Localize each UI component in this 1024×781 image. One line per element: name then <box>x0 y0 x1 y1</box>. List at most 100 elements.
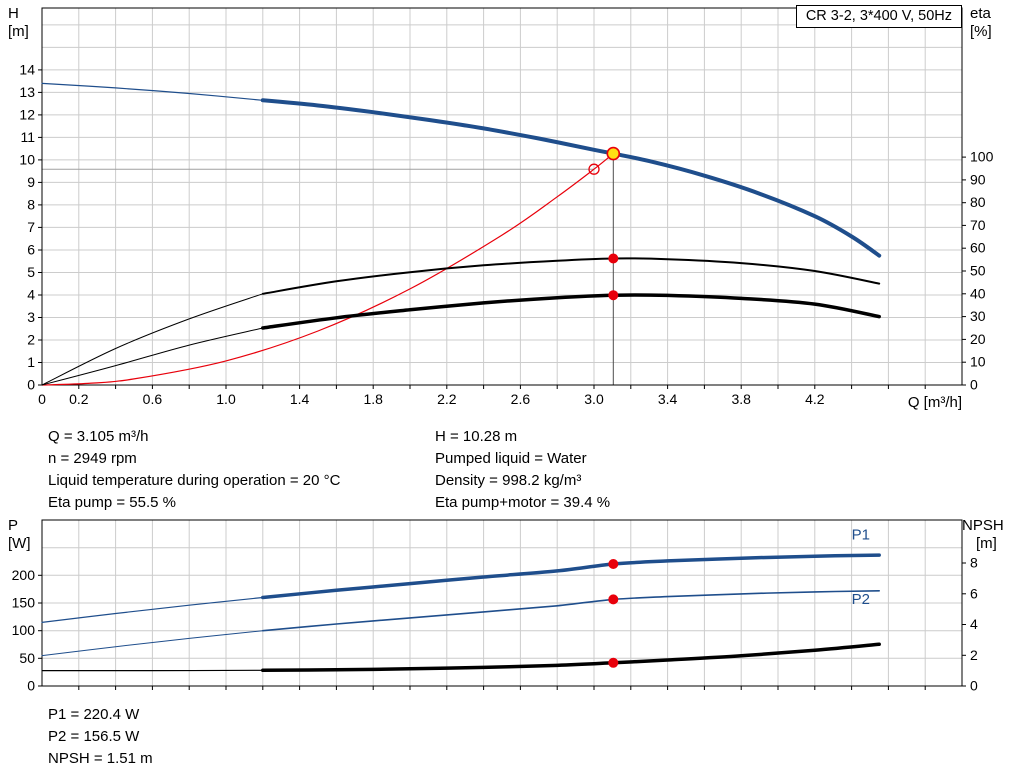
info-npsh: NPSH = 1.51 m <box>48 750 153 767</box>
p2-curve-extension <box>41 630 264 657</box>
head-curve <box>260 98 882 258</box>
svg-text:150: 150 <box>12 595 36 611</box>
svg-text:3.0: 3.0 <box>584 391 604 407</box>
operating-point-dot <box>608 657 619 668</box>
svg-text:1.8: 1.8 <box>363 391 383 407</box>
svg-text:0: 0 <box>38 391 46 407</box>
power-info: P1 = 220.4 W P2 = 156.5 W NPSH = 1.51 m <box>48 704 153 770</box>
svg-text:6: 6 <box>27 242 35 258</box>
svg-text:14: 14 <box>19 61 35 77</box>
eta-pump-motor-extension <box>41 327 264 386</box>
svg-text:7: 7 <box>27 219 35 235</box>
svg-text:30: 30 <box>970 308 986 324</box>
npsh-curve <box>261 642 881 673</box>
p1-curve <box>261 553 881 600</box>
npsh-axis-name: NPSH <box>962 517 1004 534</box>
svg-text:3: 3 <box>27 309 35 325</box>
eta-axis-unit: [%] <box>970 23 992 40</box>
eta-axis-label: eta [%] <box>970 5 992 41</box>
info-eta-pump-motor: Eta pump+motor = 39.4 % <box>435 494 611 511</box>
svg-text:0: 0 <box>970 377 978 393</box>
operating-point-dot <box>608 559 619 569</box>
svg-text:200: 200 <box>12 567 36 583</box>
svg-text:3.4: 3.4 <box>658 391 678 407</box>
info-eta-pump: Eta pump = 55.5 % <box>48 494 176 511</box>
svg-text:90: 90 <box>970 171 986 187</box>
svg-text:8: 8 <box>970 555 978 571</box>
curve-label: P2 <box>852 591 870 608</box>
eta-pump-curve <box>261 257 881 295</box>
operating-point-dot <box>608 253 619 264</box>
npsh-axis-label: NPSH [m] <box>962 517 1020 553</box>
svg-text:13: 13 <box>19 84 35 100</box>
svg-text:3.8: 3.8 <box>731 391 751 407</box>
svg-text:0.6: 0.6 <box>143 391 163 407</box>
svg-text:20: 20 <box>970 331 986 347</box>
p-axis-name: P <box>8 517 19 534</box>
svg-text:2.2: 2.2 <box>437 391 457 407</box>
svg-text:60: 60 <box>970 240 986 256</box>
svg-text:100: 100 <box>12 622 36 638</box>
h-axis-unit: [m] <box>8 23 29 40</box>
p2-curve <box>262 590 880 632</box>
operating-info-left: Q = 3.105 m³/h n = 2949 rpm Liquid tempe… <box>48 426 340 514</box>
svg-text:70: 70 <box>970 217 986 233</box>
svg-text:5: 5 <box>27 264 35 280</box>
info-h: H = 10.28 m <box>435 428 518 445</box>
svg-text:80: 80 <box>970 194 986 210</box>
operating-point-dot <box>608 290 619 301</box>
svg-text:2.6: 2.6 <box>511 391 531 407</box>
svg-text:0: 0 <box>27 678 35 694</box>
svg-text:2: 2 <box>27 332 35 348</box>
hq-eta-chart: 0 0.2 0.6 1.0 1.4 1.8 2.2 2.6 3.0 3.4 3.8 4.2 0 1 2 3 4 5… <box>19 7 994 407</box>
svg-text:12: 12 <box>19 106 35 122</box>
operating-info-right: H = 10.28 m Pumped liquid = Water Densit… <box>435 426 610 514</box>
eta-pump-extension <box>41 293 264 386</box>
svg-text:4: 4 <box>27 287 35 303</box>
svg-text:0.2: 0.2 <box>69 391 89 407</box>
svg-text:4: 4 <box>970 616 978 632</box>
svg-text:1: 1 <box>27 354 35 370</box>
p-axis-label: P [W] <box>8 517 31 553</box>
svg-text:50: 50 <box>19 650 35 666</box>
svg-text:50: 50 <box>970 263 986 279</box>
npsh-axis-unit: [m] <box>976 535 997 552</box>
info-p2: P2 = 156.5 W <box>48 728 140 745</box>
curve-label: P1 <box>852 526 870 543</box>
power-npsh-chart: 0 50 100 150 200 0 2 4 6 8 P1 P2 <box>0 512 1024 702</box>
eta-pump-motor-curve <box>261 293 881 330</box>
info-pumped-liquid: Pumped liquid = Water <box>435 450 587 467</box>
svg-text:100: 100 <box>970 149 994 165</box>
head-curve-extension <box>41 82 264 101</box>
eta-axis-name: eta <box>970 5 991 22</box>
h-axis-label: H [m] <box>8 5 29 41</box>
svg-text:0: 0 <box>27 377 35 393</box>
svg-text:11: 11 <box>20 129 35 145</box>
operating-point-dot <box>608 594 619 605</box>
info-speed: n = 2949 rpm <box>48 450 137 467</box>
requested-duty-point <box>588 163 600 175</box>
p1-curve-extension <box>41 596 264 623</box>
h-axis-name: H <box>8 5 19 22</box>
svg-text:4.2: 4.2 <box>805 391 825 407</box>
svg-text:9: 9 <box>27 174 35 190</box>
svg-text:10: 10 <box>970 354 986 370</box>
info-p1: P1 = 220.4 W <box>48 706 140 723</box>
info-density: Density = 998.2 kg/m³ <box>435 472 582 489</box>
system-curve <box>41 153 614 386</box>
duty-point-marker <box>606 146 621 161</box>
pump-title-box: CR 3-2, 3*400 V, 50Hz <box>795 5 962 28</box>
svg-text:8: 8 <box>27 196 35 212</box>
svg-text:0: 0 <box>970 678 978 694</box>
svg-text:40: 40 <box>970 285 986 301</box>
svg-text:2: 2 <box>970 647 978 663</box>
svg-text:1.4: 1.4 <box>290 391 310 407</box>
q-axis-label: Q [m³/h] <box>907 394 962 411</box>
info-liquid-temp: Liquid temperature during operation = 20… <box>48 472 341 489</box>
svg-text:1.0: 1.0 <box>216 391 236 407</box>
p-axis-unit: [W] <box>8 535 31 552</box>
svg-text:6: 6 <box>970 585 978 601</box>
svg-text:10: 10 <box>19 151 35 167</box>
info-q: Q = 3.105 m³/h <box>48 428 149 445</box>
